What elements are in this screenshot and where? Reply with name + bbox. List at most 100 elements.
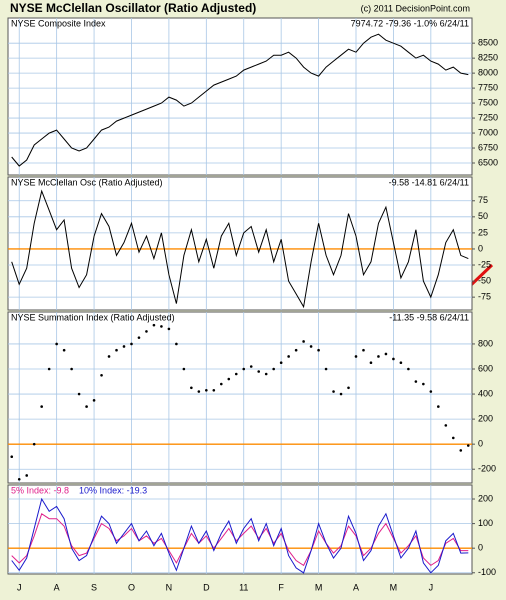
data-point: [279, 361, 283, 365]
series-line: [11, 513, 469, 567]
panel-info: -9.58 -14.81 6/24/11: [389, 177, 469, 187]
y-tick-label: 400: [478, 388, 493, 398]
y-tick-label: 50: [478, 211, 488, 221]
data-point: [242, 367, 246, 371]
data-point: [317, 348, 320, 352]
data-point: [219, 382, 223, 386]
panel: [7, 311, 473, 484]
data-point: [25, 474, 29, 477]
data-point: [137, 336, 141, 339]
y-tick-label: 0: [478, 543, 483, 553]
data-point: [212, 388, 216, 392]
y-tick-label: 600: [478, 363, 493, 373]
data-point: [287, 355, 290, 358]
data-point: [466, 444, 470, 447]
data-point: [362, 348, 365, 352]
data-point: [249, 365, 253, 368]
data-point: [62, 348, 66, 352]
panel: [7, 484, 473, 575]
data-point: [272, 367, 275, 371]
y-tick-label: 7000: [478, 127, 498, 137]
data-point: [152, 323, 156, 327]
series-line: [11, 497, 469, 574]
x-tick-label: 11: [239, 582, 248, 592]
y-tick-label: 25: [478, 227, 488, 237]
data-point: [145, 330, 148, 333]
x-tick-label: A: [353, 582, 359, 592]
data-point: [324, 367, 328, 371]
x-tick-label: M: [315, 582, 323, 592]
y-tick-label: -25: [478, 259, 491, 269]
data-point: [309, 345, 313, 348]
data-point: [205, 388, 208, 392]
data-point: [100, 373, 103, 377]
y-tick-label: 0: [478, 439, 483, 449]
page-title: NYSE McClellan Oscillator (Ratio Adjuste…: [10, 1, 256, 15]
y-tick-label: -50: [478, 275, 491, 285]
y-tick-label: 200: [478, 493, 493, 503]
y-tick-label: 8000: [478, 68, 498, 78]
x-tick-label: F: [278, 582, 284, 592]
y-tick-label: 7250: [478, 112, 498, 122]
data-point: [175, 342, 178, 346]
y-tick-label: 75: [478, 195, 488, 205]
data-point: [369, 361, 373, 365]
y-tick-label: 100: [478, 518, 493, 528]
data-point: [399, 361, 403, 365]
data-point: [459, 449, 463, 452]
data-point: [32, 442, 36, 446]
panel-title: NYSE Summation Index (Ratio Adjusted): [11, 312, 175, 322]
data-point: [115, 348, 118, 352]
data-point: [92, 399, 96, 402]
data-point: [107, 355, 111, 358]
data-point: [414, 380, 418, 383]
data-point: [197, 390, 201, 393]
data-point: [70, 367, 73, 371]
data-point: [10, 455, 14, 458]
data-point: [234, 372, 238, 376]
panel-title: NYSE McClellan Osc (Ratio Adjusted): [11, 177, 163, 187]
x-tick-label: A: [54, 582, 60, 592]
x-tick-label: O: [128, 582, 135, 592]
data-point: [55, 342, 58, 346]
data-point: [85, 405, 88, 408]
data-point: [264, 372, 268, 376]
data-point: [339, 392, 343, 396]
y-tick-label: -75: [478, 292, 491, 302]
data-point: [332, 390, 335, 393]
data-point: [227, 377, 231, 381]
data-point: [407, 367, 410, 371]
x-tick-label: N: [166, 582, 173, 592]
y-tick-label: 800: [478, 338, 493, 348]
data-point: [182, 367, 186, 371]
y-tick-label: 7500: [478, 97, 498, 107]
data-point: [47, 367, 51, 371]
data-point: [384, 352, 388, 356]
panel-info: 7974.72 -79.36 -1.0% 6/24/11: [351, 18, 469, 28]
data-point: [160, 325, 163, 328]
y-tick-label: -200: [478, 464, 496, 474]
panel: [7, 17, 473, 176]
data-point: [77, 392, 81, 396]
y-tick-label: 7750: [478, 82, 498, 92]
panel-title: NYSE Composite Index: [11, 18, 106, 28]
x-tick-label: M: [390, 582, 398, 592]
data-point: [444, 424, 448, 427]
data-point: [257, 370, 261, 373]
x-tick-label: D: [203, 582, 210, 592]
data-point: [167, 327, 171, 331]
x-tick-label: J: [17, 582, 22, 592]
y-tick-label: 6500: [478, 157, 498, 167]
data-point: [347, 386, 350, 390]
x-tick-label: J: [429, 582, 434, 592]
data-point: [40, 405, 43, 408]
data-point: [294, 348, 298, 352]
data-point: [122, 345, 126, 348]
data-point: [392, 357, 395, 361]
legend-entry: 5% Index: -9.8: [11, 485, 69, 495]
data-point: [130, 342, 133, 346]
data-point: [17, 477, 21, 481]
y-tick-label: 8500: [478, 38, 498, 48]
panel-info: -11.35 -9.58 6/24/11: [389, 312, 469, 322]
data-point: [377, 355, 380, 358]
